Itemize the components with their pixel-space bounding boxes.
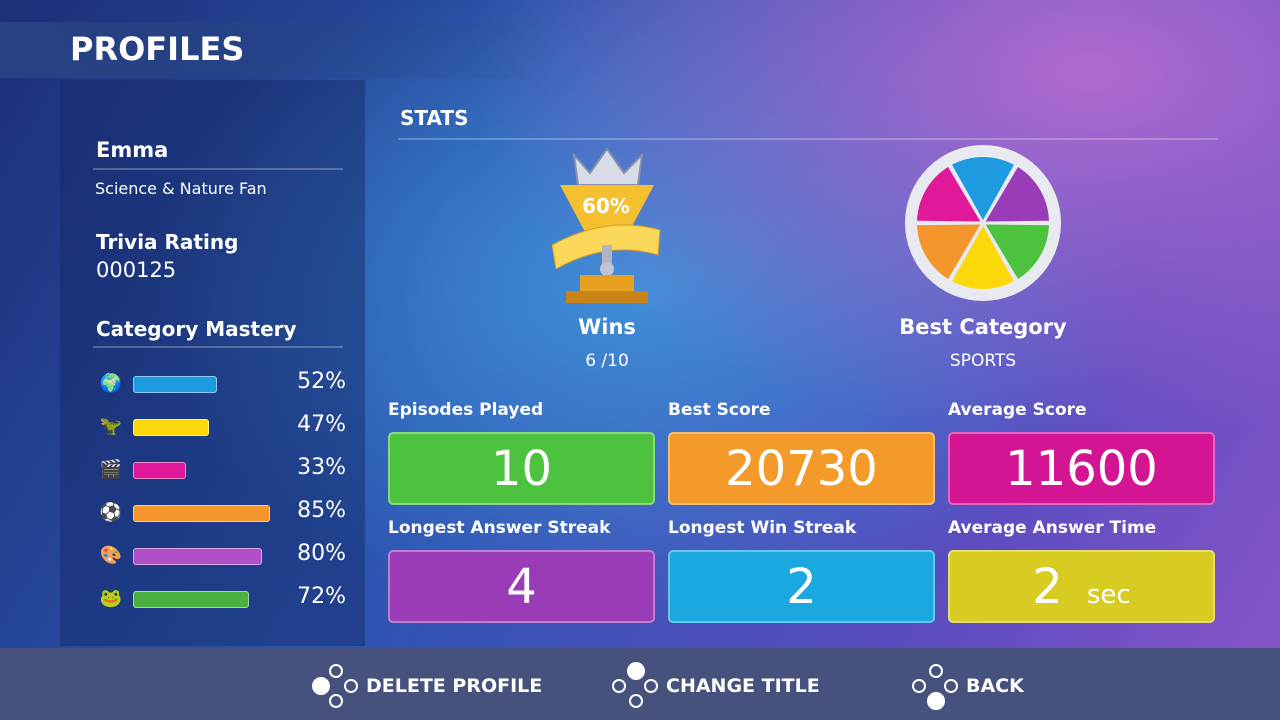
trophy-icon [552, 147, 661, 303]
best-category-label: Best Category [899, 315, 1067, 339]
category-mastery-label: Category Mastery [96, 317, 297, 341]
best-category-value: SPORTS [949, 351, 1017, 371]
stat-tile: 2 sec [948, 550, 1215, 623]
wheel-wedge [985, 224, 1049, 279]
stat-value: 2 [1032, 559, 1063, 615]
wins-value: 6 /10 [585, 351, 629, 371]
mastery-percent: 72% [297, 584, 346, 609]
stat-value: 10 [490, 441, 553, 497]
gamepad-bottom-button-icon [912, 664, 960, 710]
category-wheel-icon [905, 145, 1061, 301]
change-title-label: CHANGE TITLE [666, 675, 820, 697]
wheel-wedge [952, 157, 1014, 220]
wins-percent: 60% [582, 194, 630, 218]
wheel-wedge [917, 224, 981, 279]
bottom-action-bar [0, 648, 1280, 720]
mastery-bar [133, 548, 262, 565]
mastery-percent: 47% [297, 412, 346, 437]
stat-tile: 11600 [948, 432, 1215, 505]
mastery-percent: 85% [297, 498, 346, 523]
wheel-wedge [917, 167, 981, 222]
mastery-bar [133, 376, 217, 393]
profile-name: Emma [96, 138, 169, 162]
mastery-bar [133, 462, 187, 479]
stat-label: Best Score [668, 400, 771, 420]
header-bar: PROFILES [0, 22, 560, 78]
palette-icon: 🎨 [99, 545, 123, 566]
mastery-bar [133, 591, 249, 608]
globe-plane-icon: 🌍 [99, 373, 123, 394]
stat-tile: 20730 [668, 432, 935, 505]
profile-title: Science & Nature Fan [95, 179, 267, 198]
gamepad-top-button-icon [612, 662, 660, 708]
mastery-bar [133, 419, 209, 436]
stat-label: Average Score [948, 400, 1087, 420]
mastery-percent: 33% [297, 455, 346, 480]
back-label: BACK [966, 675, 1024, 697]
stat-label: Episodes Played [388, 400, 544, 420]
soccer-ball-icon: ⚽ [99, 502, 123, 523]
gamepad-left-button-icon [312, 664, 360, 708]
mastery-percent: 52% [297, 369, 346, 394]
wheel-wedge [985, 167, 1049, 222]
divider [93, 346, 343, 348]
clapperboard-icon: 🎬 [99, 459, 123, 480]
mastery-row: ⚽ 85% [96, 498, 346, 528]
page-title: PROFILES [70, 30, 245, 68]
stat-tile: 10 [388, 432, 655, 505]
mastery-row: 🐸 72% [96, 584, 346, 614]
mastery-row: 🦖 47% [96, 412, 346, 442]
stat-value: 20730 [725, 441, 878, 497]
stat-unit: sec [1086, 580, 1131, 610]
frog-icon: 🐸 [99, 588, 123, 609]
mastery-row: 🎬 33% [96, 455, 346, 485]
mastery-percent: 80% [297, 541, 346, 566]
trivia-rating-value: 000125 [96, 258, 177, 282]
stat-label: Longest Answer Streak [388, 518, 611, 538]
mastery-bar [133, 505, 270, 522]
stat-tile: 4 [388, 550, 655, 623]
stat-value: 2 [786, 559, 817, 615]
stat-value: 11600 [1005, 441, 1158, 497]
divider [93, 168, 343, 170]
wins-label: Wins [578, 315, 636, 339]
mastery-row: 🌍 52% [96, 369, 346, 399]
delete-profile-button[interactable]: DELETE PROFILE [312, 664, 543, 708]
trivia-rating-label: Trivia Rating [96, 230, 239, 254]
stat-label: Average Answer Time [948, 518, 1157, 538]
stat-value: 4 [506, 559, 537, 615]
stats-heading: STATS [400, 106, 469, 130]
stat-label: Longest Win Streak [668, 518, 857, 538]
stat-tile: 2 [668, 550, 935, 623]
change-title-button[interactable]: CHANGE TITLE [612, 662, 820, 708]
mastery-row: 🎨 80% [96, 541, 346, 571]
delete-profile-label: DELETE PROFILE [366, 675, 543, 697]
wheel-wedge [952, 226, 1014, 289]
dinosaur-skull-icon: 🦖 [99, 416, 123, 437]
divider [398, 138, 1218, 140]
back-button[interactable]: BACK [912, 664, 1024, 710]
